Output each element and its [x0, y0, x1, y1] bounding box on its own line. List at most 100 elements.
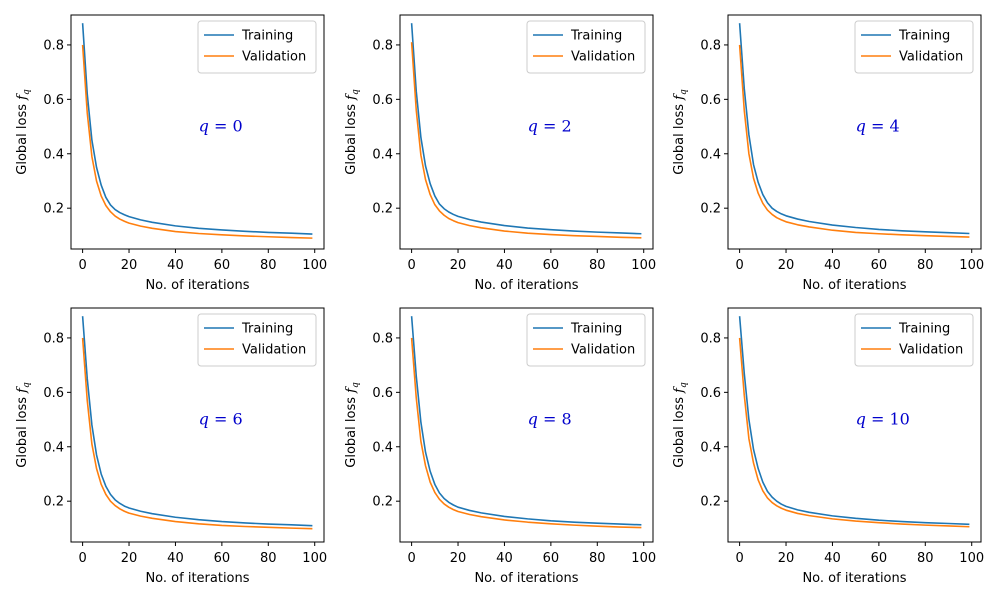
- x-axis-label: No. of iterations: [145, 278, 249, 293]
- x-tick-label: 80: [260, 258, 277, 273]
- legend-box: [197, 20, 317, 74]
- legend-label: Training: [570, 29, 622, 44]
- validation-line: [410, 337, 642, 529]
- x-tick-label: 40: [496, 551, 513, 566]
- y-axis-label: Global loss fq: [344, 89, 361, 175]
- y-tick-label: 0.6: [43, 386, 64, 401]
- x-tick-label: 40: [167, 258, 184, 273]
- y-tick-label: 0.2: [372, 202, 393, 217]
- x-axis-label: No. of iterations: [802, 278, 906, 293]
- y-tick-label: 0.4: [43, 147, 64, 162]
- x-tick-label: 0: [78, 551, 86, 566]
- legend-label: Training: [898, 29, 950, 44]
- y-tick-label: 0.4: [700, 147, 721, 162]
- subplot-2: 0 20 40 60 80 100 0.2 0.4 0.6 0.8 No. of iteration…: [672, 14, 984, 293]
- legend-box: [526, 20, 646, 74]
- training-line: [738, 316, 970, 526]
- subplot-0: 0 20 40 60 80 100 0.2 0.4 0.6 0.8 No. of iteration…: [15, 14, 327, 293]
- x-tick-label: 0: [407, 258, 415, 273]
- x-tick-label: 100: [631, 551, 656, 566]
- q-annotation: q = 4: [856, 117, 900, 136]
- plot-frame: [399, 14, 654, 250]
- x-tick-label: 60: [871, 258, 888, 273]
- training-line: [81, 316, 313, 527]
- q-annotation: q = 10: [856, 410, 910, 429]
- q-annotation: q = 0: [199, 117, 243, 136]
- q-annotation: q = 6: [199, 410, 243, 429]
- legend-label: Validation: [571, 50, 635, 65]
- y-tick-label: 0.2: [43, 202, 64, 217]
- y-tick-label: 0.2: [372, 495, 393, 510]
- q-annotation: q = 8: [528, 410, 572, 429]
- x-tick-label: 40: [824, 551, 841, 566]
- x-tick-label: 20: [450, 551, 467, 566]
- x-tick-label: 80: [589, 551, 606, 566]
- x-tick-label: 80: [260, 551, 277, 566]
- x-tick-label: 40: [167, 551, 184, 566]
- y-axis-label: Global loss fq: [672, 89, 689, 175]
- y-axis-label: Global loss fq: [15, 89, 32, 175]
- y-axis-label: Global loss fq: [672, 382, 689, 468]
- legend-label: Validation: [571, 343, 635, 358]
- x-tick-label: 40: [496, 258, 513, 273]
- plot-frame: [399, 307, 654, 543]
- training-line: [738, 23, 970, 235]
- validation-line: [81, 337, 313, 530]
- x-tick-label: 60: [214, 551, 231, 566]
- x-tick-label: 60: [871, 551, 888, 566]
- legend-box: [197, 313, 317, 367]
- y-tick-label: 0.2: [43, 495, 64, 510]
- training-line: [410, 23, 642, 235]
- training-line: [410, 316, 642, 526]
- y-tick-label: 0.8: [372, 331, 393, 346]
- y-tick-label: 0.8: [700, 38, 721, 53]
- legend-label: Validation: [242, 50, 306, 65]
- x-axis-label: No. of iterations: [474, 278, 578, 293]
- legend-label: Training: [898, 322, 950, 337]
- x-tick-label: 60: [543, 258, 560, 273]
- legend-box: [526, 313, 646, 367]
- legend-label: Validation: [899, 50, 963, 65]
- y-tick-label: 0.2: [700, 202, 721, 217]
- plot-frame: [70, 307, 325, 543]
- plot-frame: [727, 307, 982, 543]
- legend-box: [854, 20, 974, 74]
- y-tick-label: 0.6: [372, 93, 393, 108]
- plot-frame: [727, 14, 982, 250]
- y-tick-label: 0.6: [700, 93, 721, 108]
- legend: Training Validation: [526, 20, 646, 74]
- legend: Training Validation: [526, 313, 646, 367]
- y-tick-label: 0.8: [43, 331, 64, 346]
- y-tick-label: 0.4: [43, 440, 64, 455]
- x-tick-label: 0: [735, 551, 743, 566]
- legend-box: [854, 313, 974, 367]
- y-tick-label: 0.8: [372, 38, 393, 53]
- x-tick-label: 100: [959, 258, 984, 273]
- x-tick-label: 80: [917, 551, 934, 566]
- x-tick-label: 20: [121, 258, 138, 273]
- x-axis-label: No. of iterations: [474, 571, 578, 586]
- legend-label: Validation: [242, 343, 306, 358]
- y-tick-label: 0.6: [372, 386, 393, 401]
- x-tick-label: 80: [917, 258, 934, 273]
- y-axis-label: Global loss fq: [15, 382, 32, 468]
- legend: Training Validation: [854, 313, 974, 367]
- subplot-4: 0 20 40 60 80 100 0.2 0.4 0.6 0.8 No. of iteration…: [344, 307, 656, 586]
- validation-line: [738, 337, 970, 528]
- subplot-1: 0 20 40 60 80 100 0.2 0.4 0.6 0.8 No. of iteration…: [344, 14, 656, 293]
- validation-line: [410, 42, 642, 239]
- training-line: [81, 23, 313, 235]
- validation-line: [738, 44, 970, 238]
- subplot-5: 0 20 40 60 80 100 0.2 0.4 0.6 0.8 No. of iteration…: [672, 307, 984, 586]
- y-tick-label: 0.4: [372, 440, 393, 455]
- x-tick-label: 100: [302, 258, 327, 273]
- x-tick-label: 40: [824, 258, 841, 273]
- legend: Training Validation: [197, 313, 317, 367]
- plot-frame: [70, 14, 325, 250]
- validation-line: [81, 44, 313, 239]
- subplot-3: 0 20 40 60 80 100 0.2 0.4 0.6 0.8 No. of iteration…: [15, 307, 327, 586]
- y-tick-label: 0.2: [700, 495, 721, 510]
- x-tick-label: 0: [407, 551, 415, 566]
- legend: Training Validation: [197, 20, 317, 74]
- x-tick-label: 0: [78, 258, 86, 273]
